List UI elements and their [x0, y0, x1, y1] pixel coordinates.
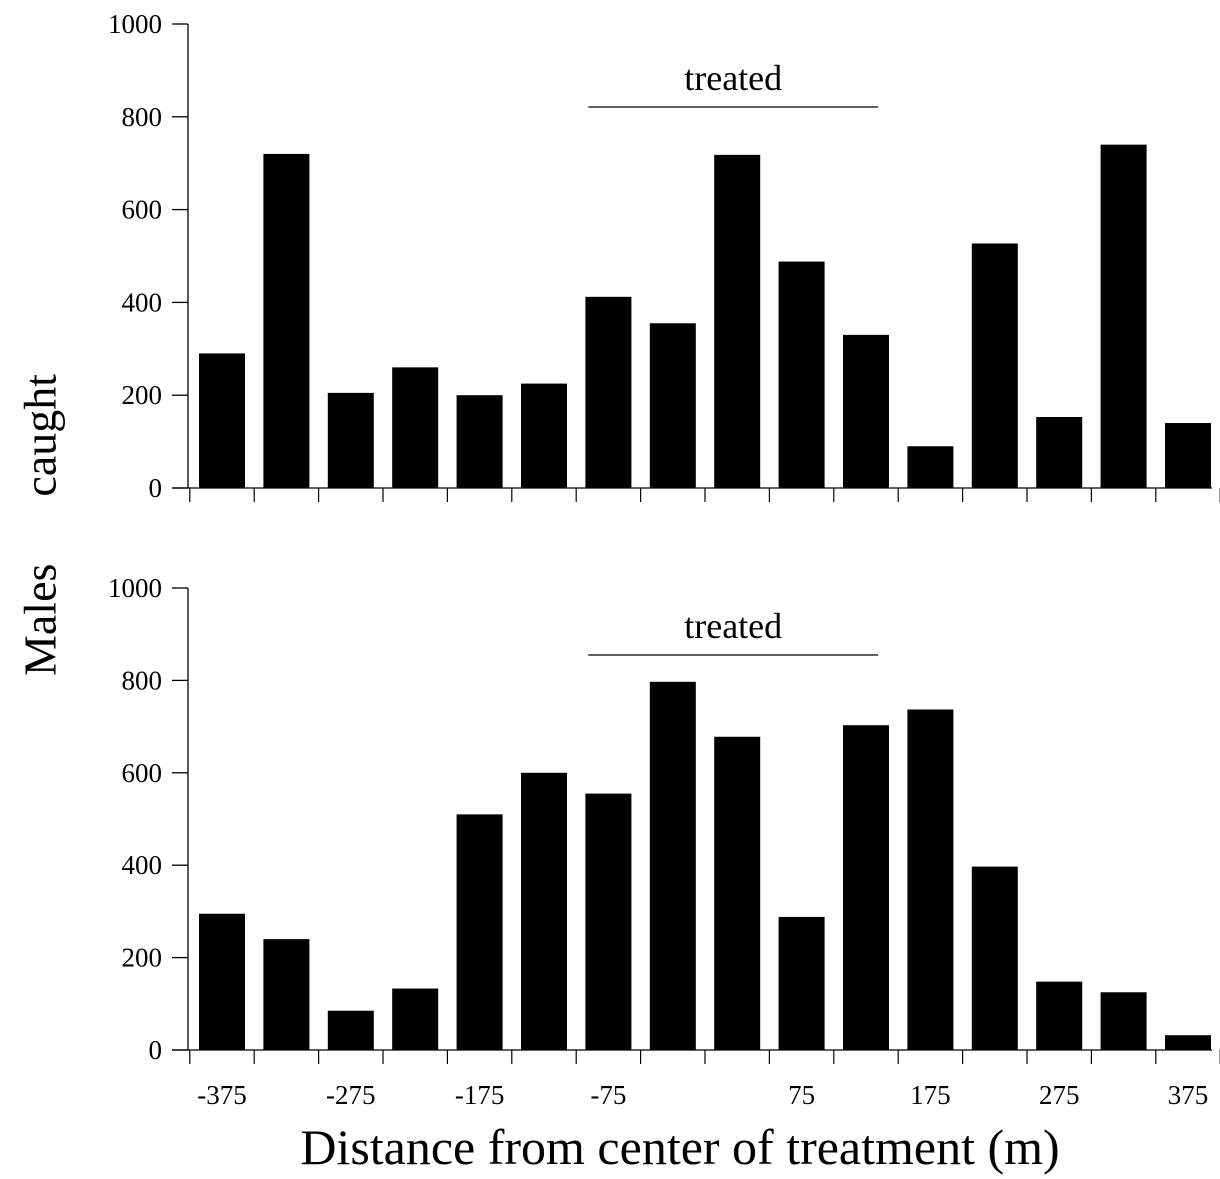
x-tick-label: 75: [788, 1080, 815, 1110]
bar: [521, 383, 567, 488]
bar: [392, 988, 439, 1050]
bar: [456, 814, 503, 1050]
treated-label: treated: [684, 606, 782, 646]
bar: [843, 334, 889, 488]
bar: [649, 323, 696, 488]
bar: [1100, 144, 1147, 488]
y-tick-label: 400: [122, 287, 163, 317]
y-tick-label: 1000: [108, 573, 162, 603]
y-tick-label: 1000: [108, 9, 162, 39]
bar: [1100, 992, 1147, 1050]
bar: [392, 367, 439, 488]
bar: [521, 772, 567, 1050]
treated-label: treated: [684, 58, 782, 98]
y-tick-label: 600: [122, 758, 163, 788]
y-tick-label: 600: [122, 195, 163, 225]
y-tick-label: 200: [122, 380, 163, 410]
top-panel: 0 200 400 600 800 1000 treated: [108, 9, 1220, 503]
bar: [778, 261, 825, 488]
y-tick-label: 0: [149, 473, 163, 503]
x-tick-label: 175: [910, 1080, 951, 1110]
bar: [1036, 417, 1083, 488]
y-tick-label: 400: [122, 850, 163, 880]
bar: [199, 353, 245, 488]
y-axis-label-word1: Males: [14, 563, 66, 677]
x-tick-label: -75: [590, 1080, 626, 1110]
bar: [1165, 1035, 1211, 1050]
y-tick-label: 200: [122, 943, 163, 973]
bar: [585, 793, 632, 1050]
x-tick-label: -275: [326, 1080, 376, 1110]
x-axis-label: Distance from center of treatment (m): [300, 1119, 1060, 1175]
bar: [649, 681, 696, 1050]
bar: [263, 939, 310, 1050]
bar: [907, 709, 954, 1050]
bar: [843, 725, 889, 1050]
bar: [907, 446, 954, 488]
y-axis-label-word2: caught: [14, 373, 66, 497]
bottom-panel: 0 200 400 600 800 1000 treated -375 -275 -175 -75 7…: [108, 573, 1220, 1110]
bar: [971, 866, 1018, 1050]
bar: [585, 296, 632, 488]
x-tick-label: -375: [197, 1080, 247, 1110]
bar: [327, 392, 374, 488]
bar: [1036, 981, 1083, 1050]
bar: [714, 736, 761, 1050]
y-tick-label: 800: [122, 102, 163, 132]
bar: [456, 395, 503, 488]
y-tick-label: 800: [122, 665, 163, 695]
bar: [199, 913, 245, 1050]
bar: [778, 916, 825, 1050]
y-tick-label: 0: [149, 1035, 163, 1065]
bar: [263, 153, 310, 489]
y-axis-label: Males caught: [0, 0, 80, 1179]
bar: [971, 243, 1018, 488]
x-tick-label: 275: [1039, 1080, 1080, 1110]
x-tick-label: 375: [1168, 1080, 1209, 1110]
bar: [1165, 423, 1211, 488]
bar: [327, 1010, 374, 1050]
bar: [714, 154, 761, 488]
x-tick-label: -175: [455, 1080, 505, 1110]
